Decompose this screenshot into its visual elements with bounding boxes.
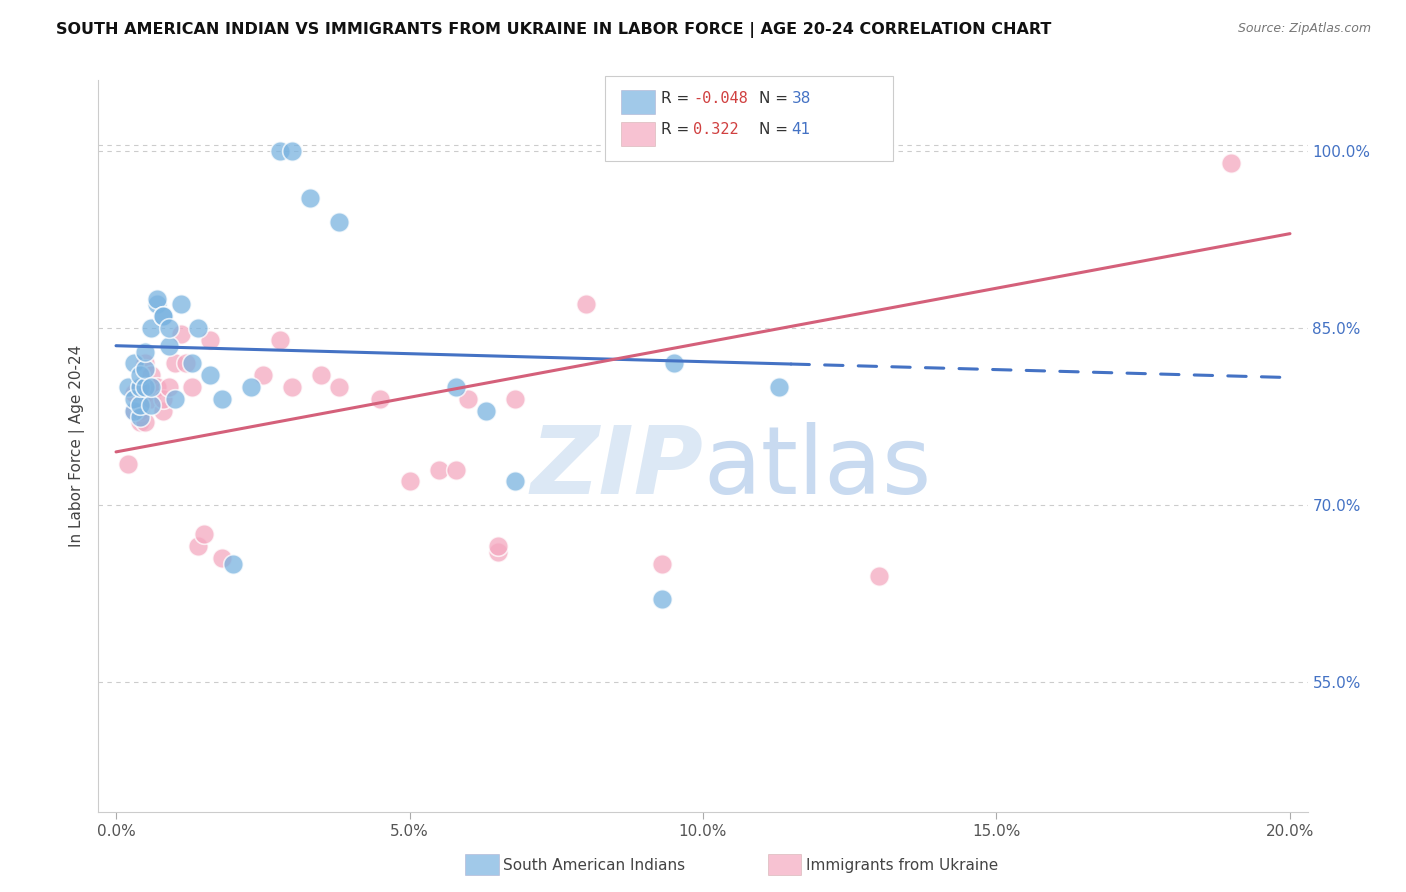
Point [152, 392, 174, 406]
Point [768, 380, 790, 394]
Point [117, 380, 139, 394]
Point [311, 368, 333, 383]
Point [163, 392, 186, 406]
Point [122, 385, 145, 400]
Text: -0.048: -0.048 [693, 91, 748, 106]
Point [868, 568, 890, 582]
Text: 38: 38 [792, 91, 811, 106]
Y-axis label: In Labor Force | Age 20-24: In Labor Force | Age 20-24 [69, 345, 86, 547]
Point [157, 380, 180, 394]
Text: ZIP: ZIP [530, 422, 703, 514]
Point [651, 592, 673, 607]
Point [134, 416, 156, 430]
Text: Immigrants from Ukraine: Immigrants from Ukraine [806, 858, 998, 872]
Point [398, 475, 420, 489]
Point [281, 144, 304, 158]
Point [187, 539, 209, 553]
Point [187, 321, 209, 335]
Point [128, 380, 150, 394]
Point [117, 457, 139, 471]
Point [240, 380, 263, 394]
Point [146, 292, 169, 306]
Point [141, 398, 163, 412]
Text: atlas: atlas [703, 422, 931, 514]
Point [128, 403, 150, 417]
Point [141, 380, 163, 394]
Point [662, 356, 685, 370]
Point [157, 339, 180, 353]
Point [269, 333, 291, 347]
Text: R =: R = [661, 91, 695, 106]
Point [134, 380, 156, 394]
Point [446, 462, 468, 476]
Text: 41: 41 [792, 122, 811, 137]
Point [457, 392, 479, 406]
Point [486, 545, 509, 559]
Text: 0.322: 0.322 [693, 122, 738, 137]
Text: N =: N = [759, 91, 793, 106]
Point [134, 356, 156, 370]
Point [446, 380, 468, 394]
Point [169, 297, 191, 311]
Point [222, 557, 245, 571]
Point [427, 462, 450, 476]
Point [152, 310, 174, 324]
Point [141, 368, 163, 383]
Point [122, 403, 145, 417]
Point [122, 403, 145, 417]
Point [298, 191, 321, 205]
Point [134, 362, 156, 376]
Point [211, 551, 233, 566]
Point [128, 380, 150, 394]
Point [169, 326, 191, 341]
Point [122, 392, 145, 406]
Point [134, 385, 156, 400]
Point [152, 310, 174, 324]
Point [134, 344, 156, 359]
Point [475, 403, 498, 417]
Point [128, 416, 150, 430]
Point [1220, 156, 1243, 170]
Point [146, 380, 169, 394]
Point [146, 297, 169, 311]
Point [281, 380, 304, 394]
Point [503, 475, 526, 489]
Point [193, 527, 215, 541]
Text: South American Indians: South American Indians [503, 858, 686, 872]
Point [157, 321, 180, 335]
Point [368, 392, 391, 406]
Point [328, 215, 350, 229]
Point [176, 356, 198, 370]
Point [152, 403, 174, 417]
Point [181, 356, 204, 370]
Text: N =: N = [759, 122, 793, 137]
Point [198, 368, 221, 383]
Point [486, 539, 509, 553]
Point [128, 409, 150, 424]
Point [141, 380, 163, 394]
Point [128, 398, 150, 412]
Point [575, 297, 598, 311]
Point [651, 557, 673, 571]
Point [328, 380, 350, 394]
Point [163, 356, 186, 370]
Point [141, 392, 163, 406]
Point [198, 333, 221, 347]
Text: R =: R = [661, 122, 699, 137]
Point [122, 356, 145, 370]
Point [141, 321, 163, 335]
Point [503, 392, 526, 406]
Point [252, 368, 274, 383]
Point [128, 368, 150, 383]
Point [269, 144, 291, 158]
Point [181, 380, 204, 394]
Point [211, 392, 233, 406]
Text: Source: ZipAtlas.com: Source: ZipAtlas.com [1237, 22, 1371, 36]
Text: SOUTH AMERICAN INDIAN VS IMMIGRANTS FROM UKRAINE IN LABOR FORCE | AGE 20-24 CORR: SOUTH AMERICAN INDIAN VS IMMIGRANTS FROM… [56, 22, 1052, 38]
